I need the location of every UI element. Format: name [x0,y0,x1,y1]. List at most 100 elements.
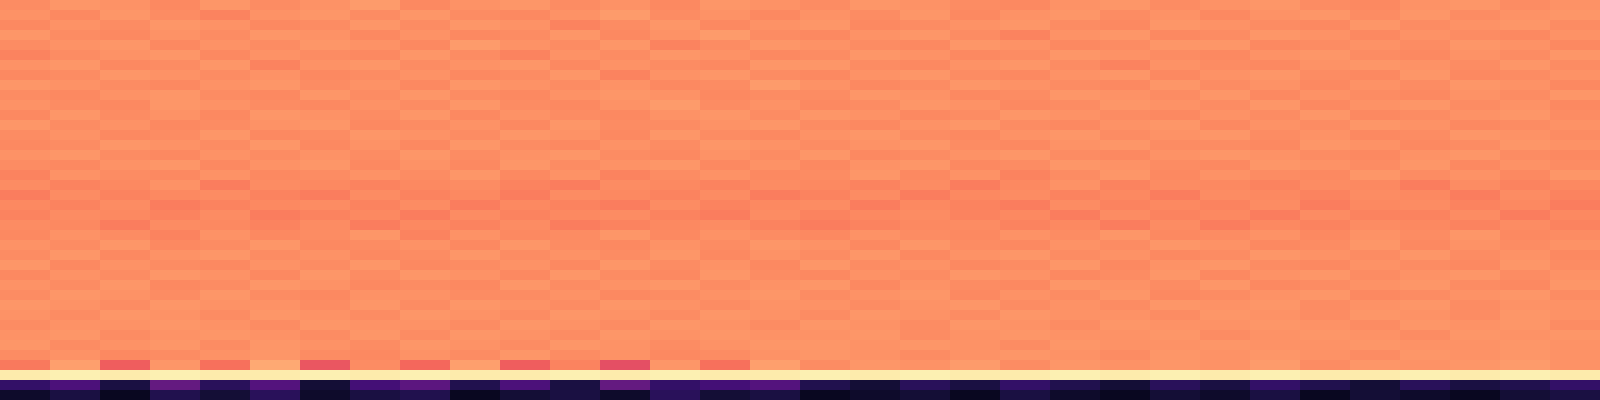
cell [700,70,751,81]
cell [700,250,751,261]
cell [1400,30,1451,41]
cell [1450,150,1501,161]
cell [0,390,51,400]
cell [650,270,701,281]
cell [550,390,601,400]
cell [750,280,801,291]
cell [500,270,551,281]
cell [350,0,401,11]
cell [1100,240,1151,251]
cell [450,20,501,31]
cell [1050,230,1101,241]
cell [100,110,151,121]
cell [200,380,251,391]
cell [0,280,51,291]
cell [950,310,1001,321]
cell [1150,290,1201,301]
cell [250,100,301,111]
cell [1100,70,1151,81]
cell [250,110,301,121]
cell [1550,80,1600,91]
cell [950,370,1001,381]
cell [1200,10,1251,21]
cell [1200,40,1251,51]
cell [750,120,801,131]
cell [550,330,601,341]
cell [400,120,451,131]
cell [300,20,351,31]
cell [1000,340,1051,351]
cell [550,180,601,191]
cell [300,370,351,381]
cell [1300,110,1351,121]
cell [600,350,651,361]
cell [650,220,701,231]
cell [350,190,401,201]
cell [300,380,351,391]
cell [550,260,601,271]
cell [1500,180,1551,191]
cell [1050,40,1101,51]
cell [600,300,651,311]
cell [150,90,201,101]
cell [450,190,501,201]
cell [100,290,151,301]
cell [0,10,51,21]
cell [1350,80,1401,91]
cell [1350,0,1401,11]
cell [800,330,851,341]
cell [150,10,201,21]
cell [1300,350,1351,361]
cell [850,170,901,181]
cell [0,150,51,161]
cell [0,310,51,321]
cell [750,190,801,201]
cell [400,190,451,201]
cell [1300,140,1351,151]
cell [1500,10,1551,21]
cell [550,350,601,361]
cell [850,320,901,331]
cell [950,120,1001,131]
cell [0,170,51,181]
cell [400,370,451,381]
cell [1250,120,1301,131]
cell [1300,230,1351,241]
cell [150,40,201,51]
cell [750,80,801,91]
cell [550,130,601,141]
cell [1350,200,1401,211]
cell [0,140,51,151]
cell [400,230,451,241]
cell [600,90,651,101]
cell [1450,0,1501,11]
cell [1000,360,1051,371]
cell [650,110,701,121]
cell [500,320,551,331]
cell [50,260,101,271]
cell [1500,380,1551,391]
cell [850,200,901,211]
cell [800,380,851,391]
cell [400,70,451,81]
cell [700,340,751,351]
cell [250,380,301,391]
cell [900,210,951,221]
cell [950,110,1001,121]
cell [700,50,751,61]
cell [1350,350,1401,361]
cell [1100,370,1151,381]
cell [900,380,951,391]
cell [700,200,751,211]
cell [1050,350,1101,361]
cell [1150,380,1201,391]
cell [600,320,651,331]
cell [1300,220,1351,231]
cell [1300,0,1351,11]
cell [1350,20,1401,31]
cell [1250,110,1301,121]
cell [900,320,951,331]
cell [950,60,1001,71]
cell [950,70,1001,81]
cell [1200,70,1251,81]
